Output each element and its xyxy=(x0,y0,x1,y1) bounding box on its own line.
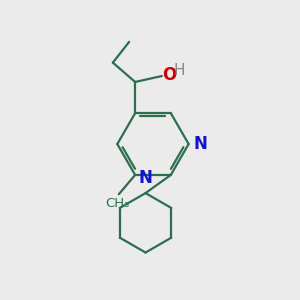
Text: CH₃: CH₃ xyxy=(105,196,130,210)
Text: O: O xyxy=(163,66,177,84)
Text: N: N xyxy=(139,169,152,187)
Text: H: H xyxy=(173,63,185,78)
Text: N: N xyxy=(194,135,208,153)
